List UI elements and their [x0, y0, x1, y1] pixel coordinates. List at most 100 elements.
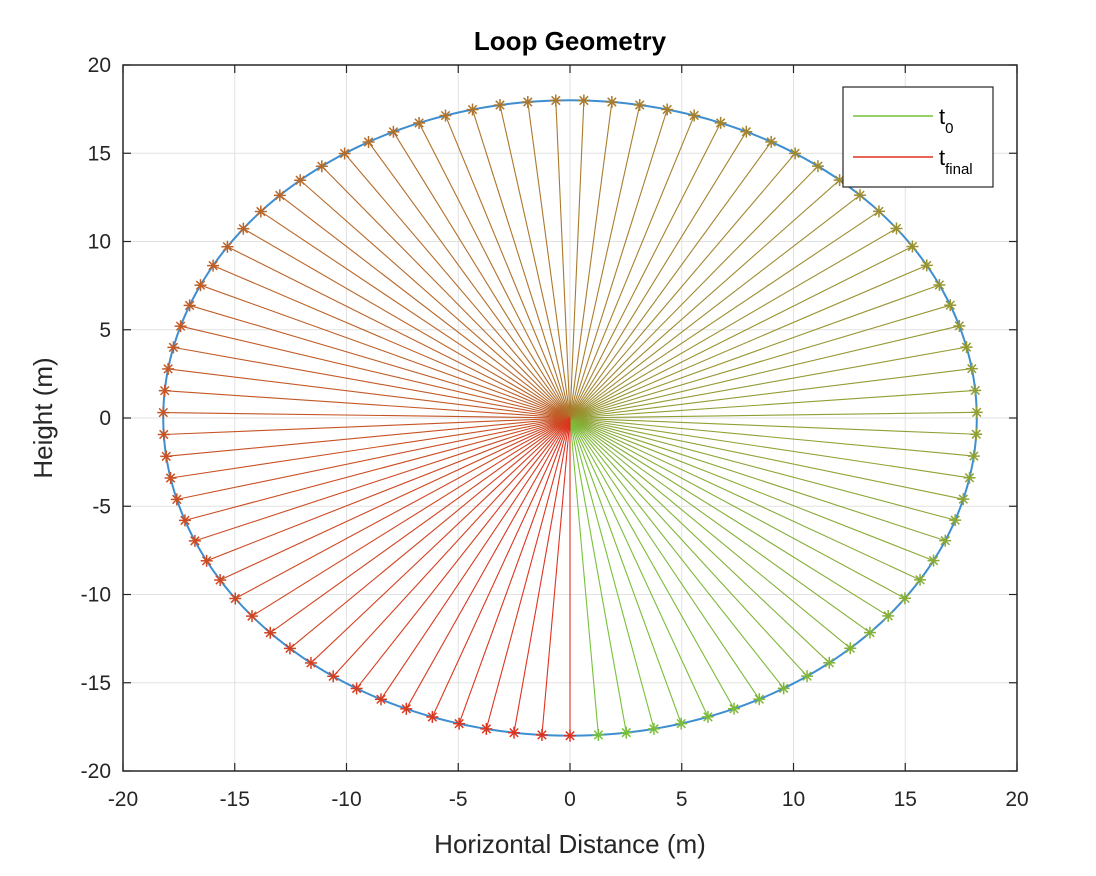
spoke — [569, 368, 972, 419]
star-marker — [493, 99, 506, 112]
star-marker — [264, 626, 277, 639]
spoke — [471, 109, 571, 419]
star-marker — [728, 702, 741, 715]
star-marker-stroke — [247, 611, 257, 621]
x-tick-label: 15 — [894, 788, 917, 811]
spoke — [569, 417, 906, 599]
spoke — [332, 417, 571, 677]
star-marker-stroke — [940, 535, 950, 546]
spoke — [163, 417, 571, 436]
star-marker-stroke — [824, 658, 835, 668]
spoke — [200, 284, 571, 419]
star-marker-stroke — [874, 206, 884, 217]
star-marker — [304, 656, 317, 669]
star-marker — [872, 205, 885, 218]
chart-title: Loop Geometry — [474, 26, 667, 56]
star-marker-stroke — [363, 137, 374, 147]
star-marker — [844, 642, 857, 655]
x-tick-label: -5 — [449, 788, 468, 811]
star-marker-stroke — [967, 363, 977, 374]
spoke — [569, 194, 861, 419]
star-marker — [426, 710, 439, 723]
spoke — [368, 141, 571, 419]
star-marker-stroke — [215, 575, 225, 585]
spoke — [260, 211, 571, 419]
star-marker — [294, 174, 307, 187]
star-marker-stroke — [928, 555, 939, 566]
star-marker — [237, 222, 250, 235]
star-marker — [254, 205, 267, 218]
spoke — [392, 131, 571, 419]
star-marker-stroke — [945, 300, 955, 310]
spoke — [321, 165, 571, 419]
spoke — [569, 165, 819, 419]
star-marker — [957, 493, 970, 506]
star-marker — [246, 610, 259, 623]
star-marker-stroke — [676, 718, 686, 729]
star-marker — [933, 278, 946, 291]
spoke — [569, 417, 851, 649]
spoke — [569, 179, 840, 419]
star-marker-stroke — [790, 148, 800, 159]
star-marker — [413, 116, 426, 129]
star-marker — [480, 722, 493, 735]
legend-box — [842, 86, 994, 188]
star-marker-stroke — [256, 206, 266, 217]
star-marker — [315, 160, 328, 173]
x-tick-label: 10 — [782, 788, 805, 811]
star-marker-stroke — [222, 241, 233, 252]
y-tick-label: 20 — [88, 54, 111, 77]
spoke — [569, 210, 880, 419]
spoke — [569, 141, 772, 419]
star-marker — [592, 728, 605, 741]
star-marker-stroke — [201, 556, 212, 566]
star-marker-stroke — [970, 385, 980, 396]
star-marker — [605, 95, 618, 108]
spoke — [444, 115, 571, 419]
star-marker — [970, 428, 983, 441]
star-marker-stroke — [376, 694, 386, 705]
star-marker-stroke — [158, 407, 169, 418]
spoke — [569, 264, 927, 419]
spoke — [569, 417, 599, 735]
star-marker-stroke — [802, 671, 812, 681]
star-marker — [939, 534, 952, 547]
star-marker — [466, 103, 479, 116]
star-marker-stroke — [467, 104, 478, 115]
star-marker-stroke — [208, 260, 218, 271]
star-marker-stroke — [165, 473, 176, 483]
legend-label-tfinal-sub: final — [945, 161, 973, 178]
star-marker — [273, 189, 286, 202]
star-marker — [944, 299, 957, 312]
star-marker-stroke — [703, 712, 713, 722]
star-marker-stroke — [481, 724, 492, 734]
spoke — [569, 417, 760, 700]
star-marker-stroke — [388, 127, 399, 137]
star-marker — [970, 406, 983, 419]
star-marker-stroke — [634, 100, 645, 110]
spoke — [569, 122, 722, 419]
star-marker — [207, 259, 220, 272]
star-marker — [160, 450, 173, 463]
star-marker — [967, 450, 980, 463]
star-marker — [714, 116, 727, 129]
star-marker-stroke — [741, 126, 752, 137]
spoke — [485, 417, 571, 730]
star-marker — [327, 670, 340, 683]
spoke — [569, 246, 913, 419]
spoke — [569, 417, 627, 733]
star-marker-stroke — [168, 342, 179, 353]
spokes-group — [163, 100, 977, 736]
spoke — [344, 153, 571, 419]
spoke — [569, 389, 976, 419]
star-marker — [969, 384, 982, 397]
spoke — [194, 417, 571, 542]
star-marker — [167, 341, 180, 354]
star-marker-stroke — [971, 407, 982, 418]
star-marker-stroke — [969, 451, 979, 461]
spoke — [569, 101, 613, 419]
star-marker — [853, 189, 866, 202]
spoke — [555, 100, 571, 419]
spoke — [569, 115, 695, 419]
spoke — [569, 417, 977, 435]
